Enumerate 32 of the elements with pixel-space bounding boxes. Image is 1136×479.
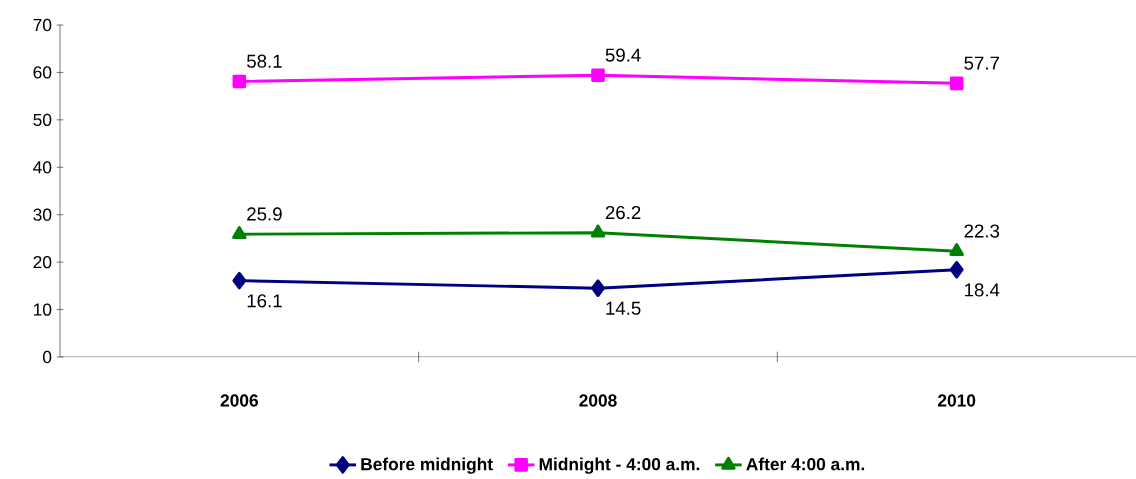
data-label: 59.4 [605,48,641,62]
data-label: 57.7 [964,56,999,70]
point [949,243,964,257]
data-label: 25.9 [247,207,282,221]
y-tick-label: 40 [33,161,52,174]
x-tick-label: 2008 [579,394,617,407]
point [591,68,605,83]
data-label: 14.5 [606,301,641,315]
legend-label: Midnight - 4:00 a.m. [539,457,700,474]
point [591,279,605,298]
legend-label: After 4:00 a.m. [746,457,865,471]
point [949,260,964,279]
x-tick-label: 2006 [220,394,258,407]
y-tick-label: 20 [33,256,52,269]
y-tick-label: 70 [33,18,52,32]
legend-label: Before midnight [361,457,493,474]
data-label: 22.3 [964,224,1000,238]
y-tick-label: 50 [33,113,52,126]
data-label: 26.2 [605,205,641,220]
data-label: 18.4 [965,283,1000,297]
y-tick-label: 60 [33,66,52,79]
point [590,224,606,238]
x-tick-label: 2010 [938,394,976,407]
point [232,74,247,89]
data-label: 16.1 [247,294,282,308]
point [949,76,964,91]
y-tick-label: 10 [33,303,52,316]
y-tick-label: 30 [33,208,52,221]
point [232,226,247,239]
data-label: 58.1 [247,54,282,68]
y-tick-label: 0 [42,350,52,364]
point [232,271,247,290]
